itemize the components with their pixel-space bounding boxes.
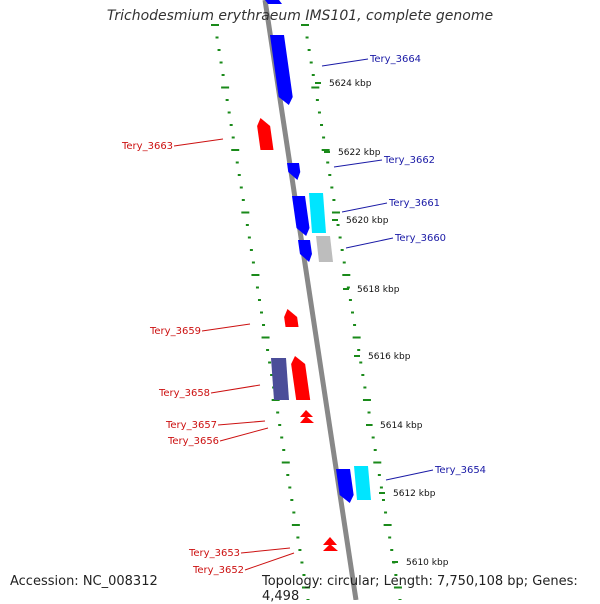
gene-tery-3659: [284, 309, 299, 327]
tick-label-3: 5618 kbp: [357, 285, 400, 295]
gene-tery-3660: [298, 240, 312, 262]
gene-tery-3663: [257, 118, 274, 150]
label-tery_3653[interactable]: Tery_3653: [188, 548, 240, 559]
gene-tery-3652: [323, 544, 338, 551]
label-tery_3661[interactable]: Tery_3661: [388, 198, 440, 209]
gene-tery-3664: [270, 35, 293, 105]
backbone-line: [262, 0, 359, 600]
tick-label-0: 5624 kbp: [329, 79, 372, 89]
label-tery_3663[interactable]: Tery_3663: [121, 141, 173, 152]
inner-track: [211, 24, 310, 600]
gene-tery-3660b: [316, 236, 333, 262]
gene-tery-3653: [323, 537, 337, 545]
label-tery_3660[interactable]: Tery_3660: [394, 233, 446, 244]
tick-labels: 5624 kbp 5622 kbp 5620 kbp 5618 kbp 5616 kbp…: [315, 79, 449, 568]
gene-tery-3654: [336, 469, 354, 503]
dotted-tracks: [211, 24, 402, 600]
gene-tery-3661b: [309, 193, 326, 233]
gene-tery-3661: [292, 196, 310, 236]
label-tery_3654[interactable]: Tery_3654: [434, 465, 486, 476]
gene-tery-3662: [287, 163, 301, 180]
outer-track: [301, 24, 402, 600]
gene-tery-3656: [300, 416, 314, 423]
gene-tery-3658: [291, 356, 311, 400]
accession-text: Accession: NC_008312: [10, 574, 158, 589]
label-tery_3657[interactable]: Tery_3657: [165, 420, 217, 431]
label-tery_3658[interactable]: Tery_3658: [158, 388, 210, 399]
genome-backbone: [262, 0, 359, 600]
map-title: Trichodesmium erythraeum IMS101, complet…: [106, 8, 494, 24]
label-tery_3662[interactable]: Tery_3662: [383, 155, 435, 166]
tick-label-4: 5616 kbp: [368, 352, 411, 362]
tick-label-7: 5610 kbp: [406, 558, 449, 568]
gene-tery-3654b: [354, 466, 371, 500]
tick-label-6: 5612 kbp: [393, 489, 436, 499]
label-tery_3656[interactable]: Tery_3656: [167, 436, 219, 447]
label-tery_3659[interactable]: Tery_3659: [149, 326, 201, 337]
gene-tery-3658-slate: [271, 358, 289, 400]
tick-label-5: 5614 kbp: [380, 421, 423, 431]
gene-top-partial: [265, 0, 282, 4]
label-tery_3652[interactable]: Tery_3652: [192, 565, 244, 576]
tick-label-1: 5622 kbp: [338, 148, 381, 158]
tick-label-2: 5620 kbp: [346, 216, 389, 226]
gene-tery-3657: [300, 410, 313, 417]
gene-labels: Tery_3664 Tery_3662 Tery_3661 Tery_3660 Tery…: [121, 54, 486, 576]
gene-features: [257, 0, 371, 551]
label-tery_3664[interactable]: Tery_3664: [369, 54, 421, 65]
